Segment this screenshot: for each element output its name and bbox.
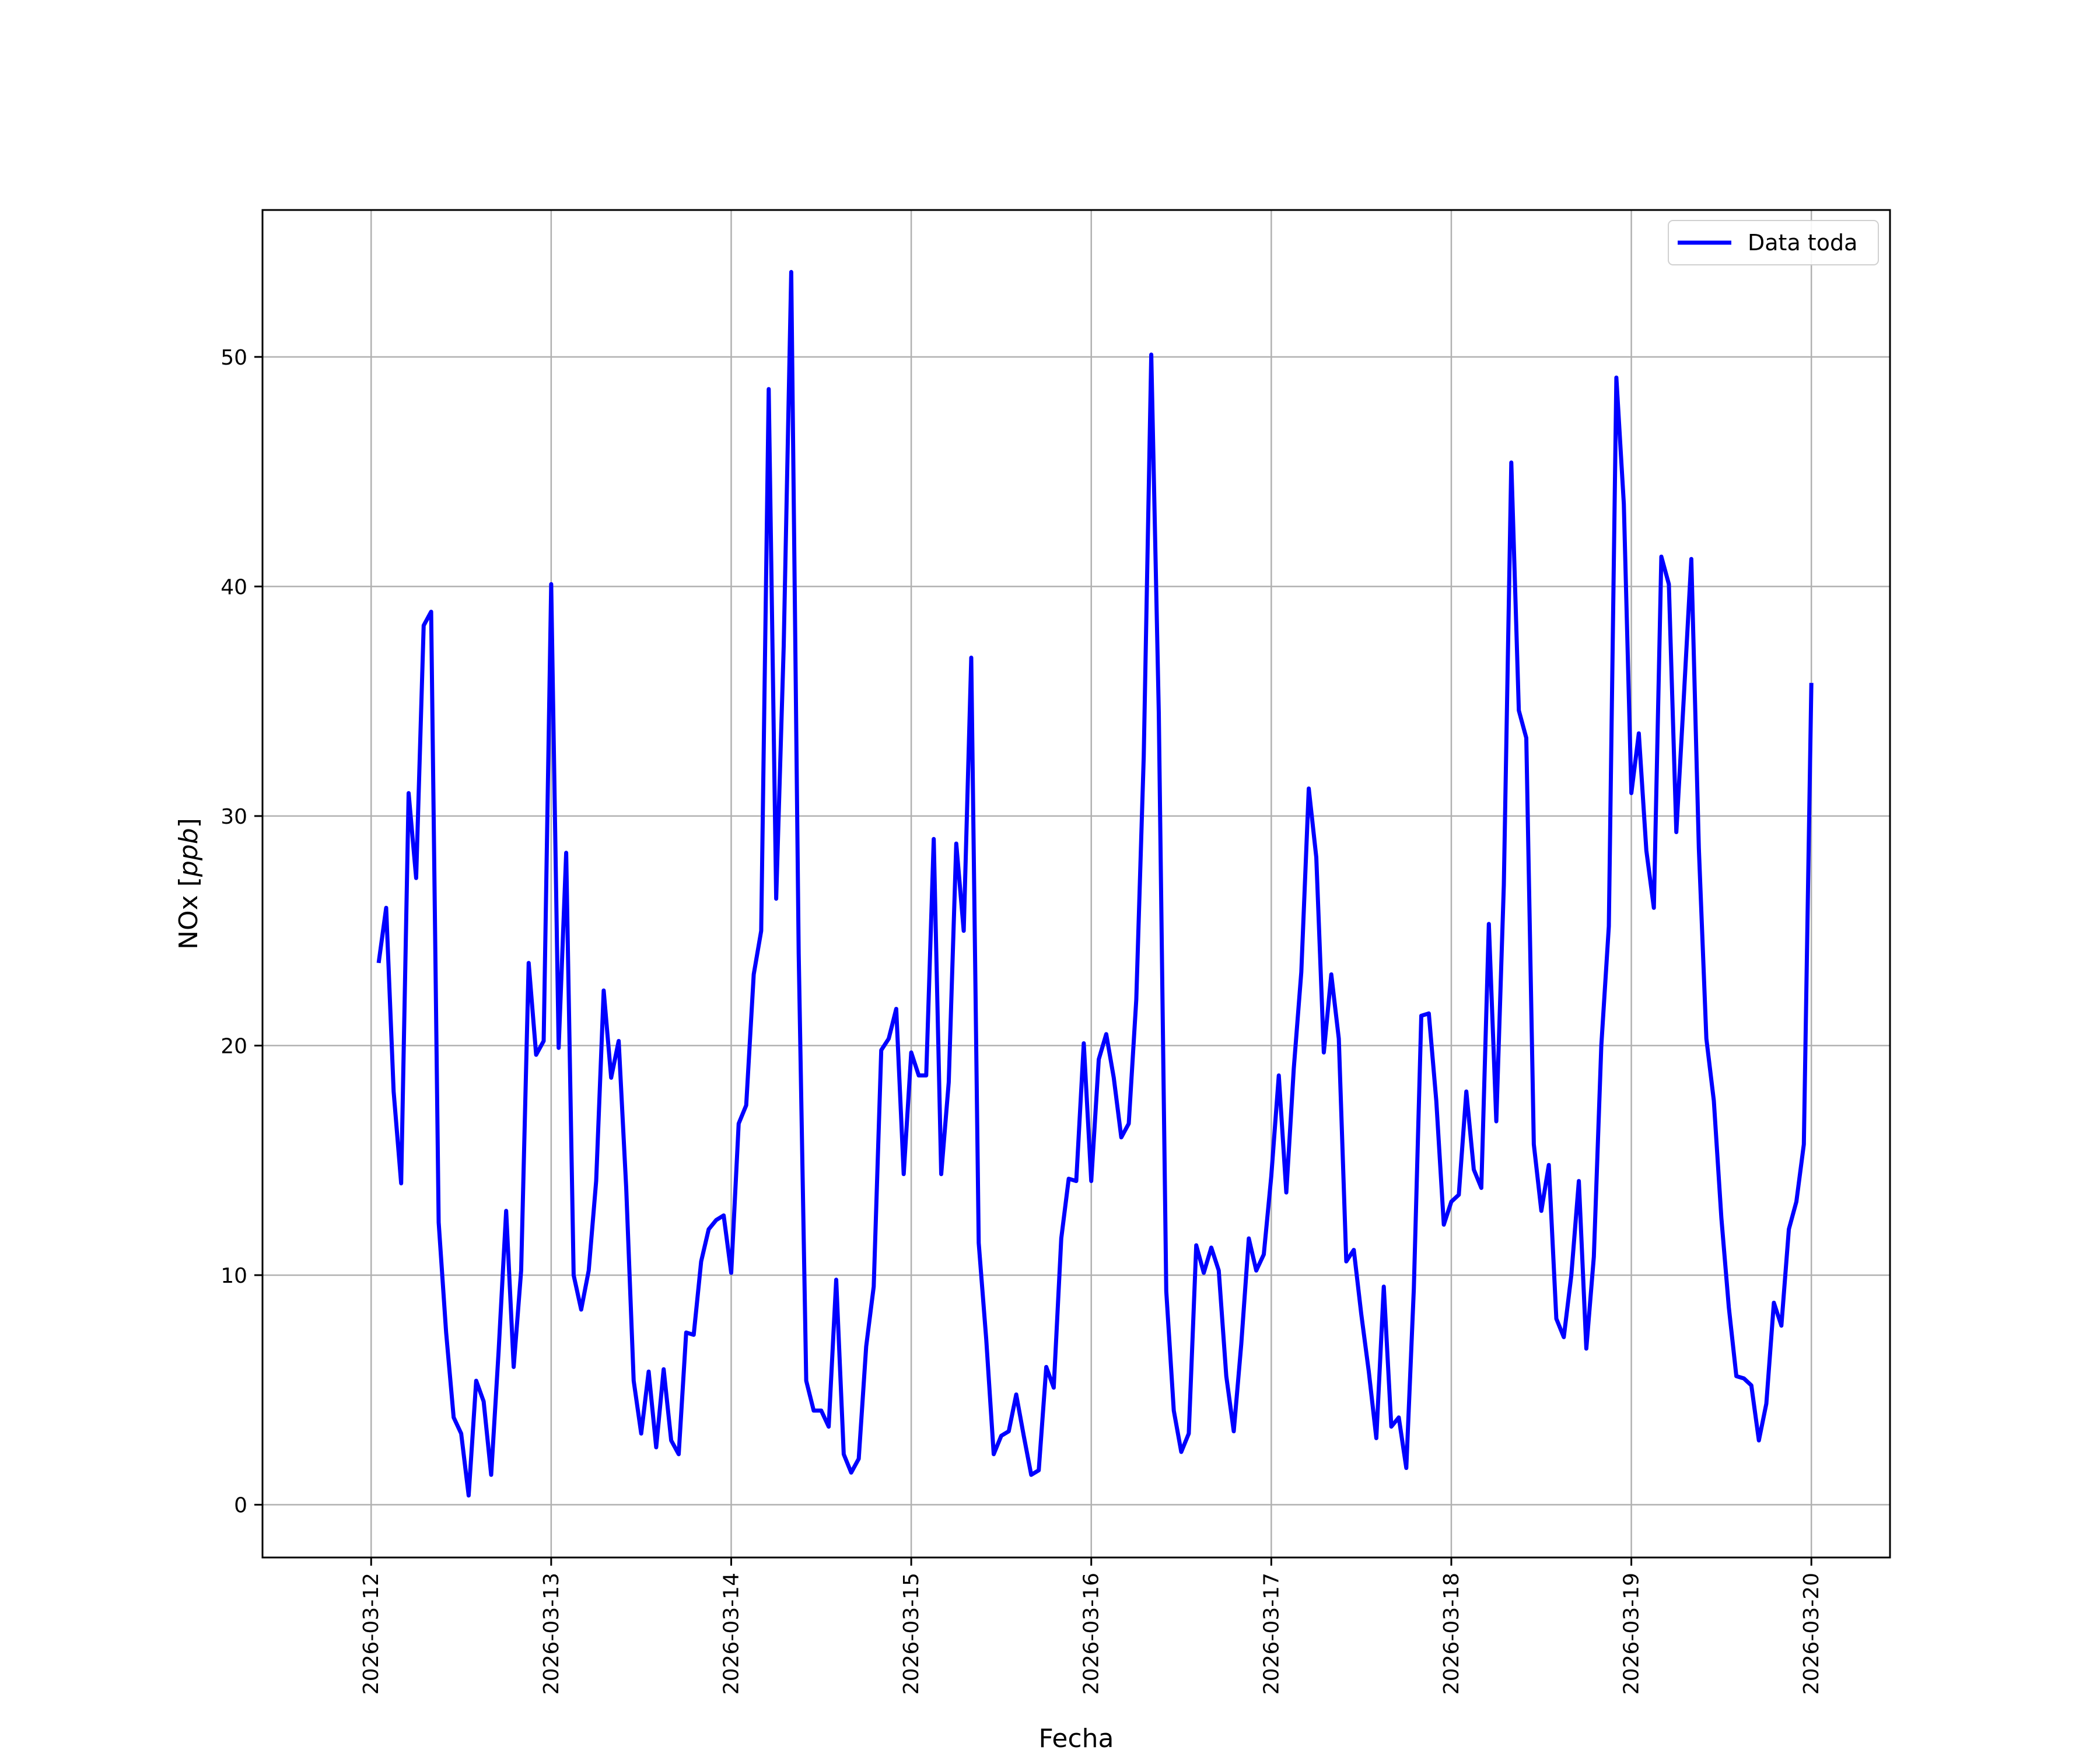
y-axis-label-close: ] bbox=[174, 818, 204, 828]
x-tick-label: 2026-03-16 bbox=[1080, 1573, 1104, 1695]
plot-frame bbox=[261, 209, 1891, 1559]
y-axis-label: NOx [ppb] bbox=[174, 818, 204, 950]
y-tick-label: 10 bbox=[220, 1264, 247, 1288]
legend: Data toda bbox=[1668, 220, 1879, 265]
x-tick-label: 2026-03-12 bbox=[359, 1573, 383, 1695]
x-tick-label: 2026-03-15 bbox=[900, 1573, 923, 1695]
grid-lines bbox=[262, 210, 1890, 1558]
x-tick-label: 2026-03-20 bbox=[1800, 1573, 1824, 1695]
y-tick-label: 30 bbox=[220, 805, 247, 829]
x-tick-label: 2026-03-19 bbox=[1620, 1573, 1644, 1695]
x-tick-label: 2026-03-14 bbox=[719, 1573, 743, 1695]
legend-label: Data toda bbox=[1748, 230, 1857, 256]
legend-box bbox=[1668, 220, 1879, 265]
y-tick-label: 50 bbox=[220, 346, 247, 370]
y-axis-label-main: NOx [ bbox=[174, 877, 204, 950]
y-tick-label: 40 bbox=[220, 575, 247, 599]
x-tick-label: 2026-03-17 bbox=[1259, 1573, 1283, 1695]
x-axis-label: Fecha bbox=[1038, 1724, 1114, 1750]
x-tick-label: 2026-03-13 bbox=[540, 1573, 564, 1695]
y-tick-label: 0 bbox=[234, 1493, 247, 1517]
y-tick-label: 20 bbox=[220, 1034, 247, 1058]
plot-area bbox=[376, 270, 1814, 1498]
axis-ticks: 2026-03-12 2026-03-13 2026-03-14 2026-03-15… bbox=[220, 346, 1824, 1695]
series-line bbox=[376, 270, 1814, 1498]
x-tick-label: 2026-03-18 bbox=[1440, 1573, 1464, 1695]
y-axis-label-unit: ppb bbox=[174, 828, 204, 877]
